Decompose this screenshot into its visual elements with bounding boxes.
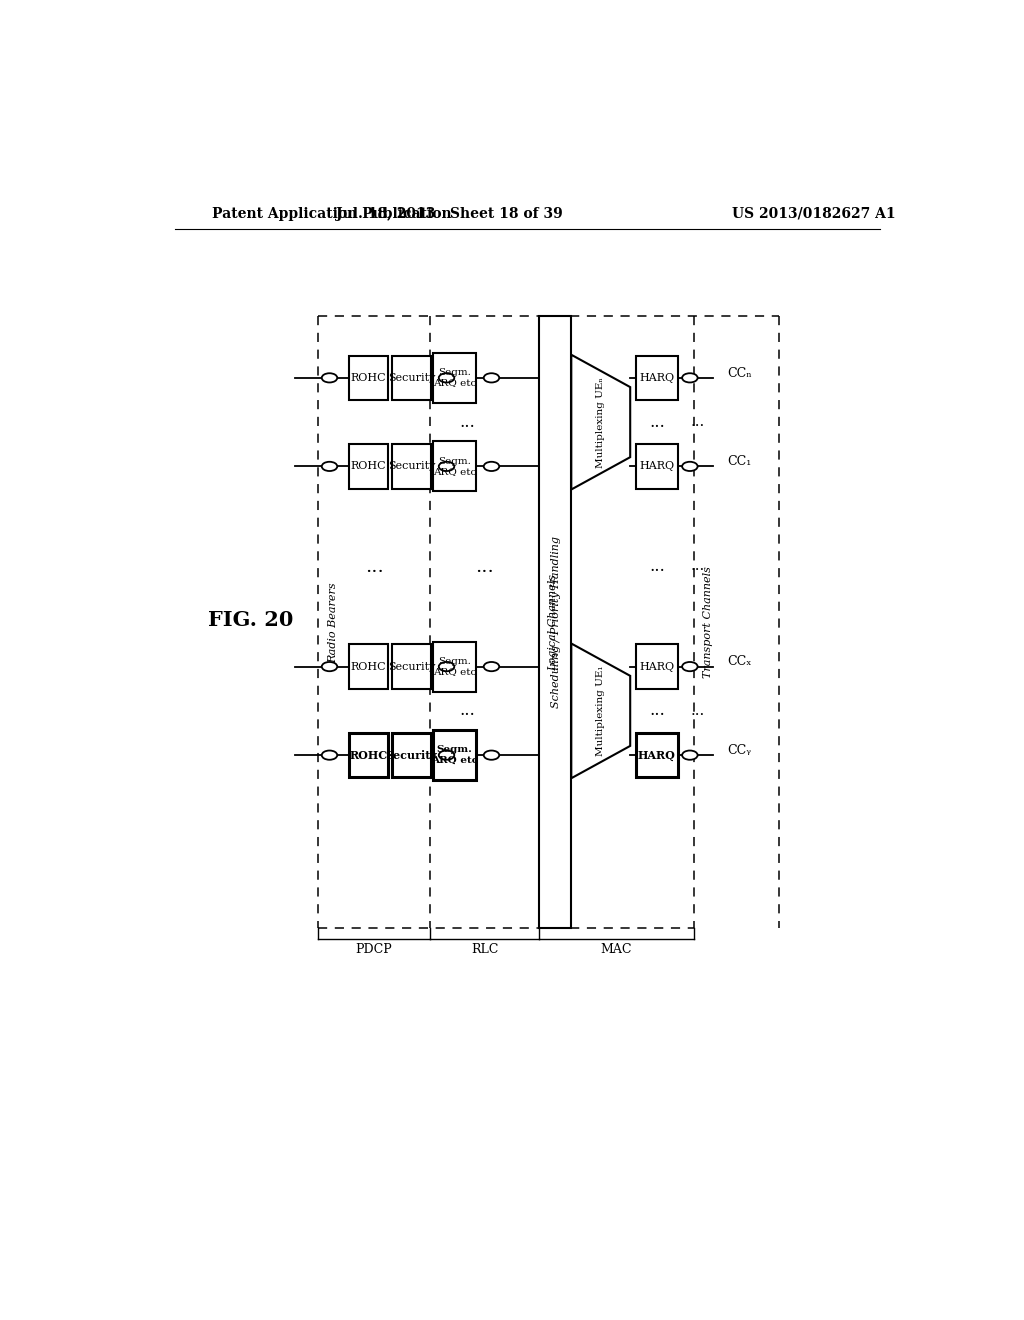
Ellipse shape [438, 374, 455, 383]
Text: Security: Security [388, 372, 435, 383]
Text: HARQ: HARQ [639, 462, 675, 471]
Text: Radio Bearers: Radio Bearers [329, 582, 338, 663]
Bar [539, 317, 571, 928]
Text: ...: ... [649, 702, 665, 719]
Text: ROHC: ROHC [350, 372, 386, 383]
Text: ...: ... [459, 702, 475, 719]
Bar [392, 355, 431, 400]
Text: Segm.
ARQ etc: Segm. ARQ etc [433, 368, 476, 388]
Bar [349, 355, 388, 400]
Text: ...: ... [459, 413, 475, 430]
Bar [349, 733, 388, 777]
Text: HARQ: HARQ [638, 750, 676, 760]
Bar [433, 642, 476, 692]
Text: Logical Channels: Logical Channels [548, 574, 558, 671]
Ellipse shape [438, 751, 455, 760]
Text: HARQ: HARQ [639, 661, 675, 672]
Text: Security: Security [386, 750, 437, 760]
Text: US 2013/0182627 A1: US 2013/0182627 A1 [732, 207, 896, 220]
Bar [392, 644, 431, 689]
Text: RLC: RLC [471, 944, 499, 957]
Bar [392, 444, 431, 488]
Ellipse shape [322, 374, 337, 383]
Text: MAC: MAC [600, 944, 632, 957]
Ellipse shape [682, 663, 697, 672]
Text: HARQ: HARQ [639, 372, 675, 383]
Text: ROHC: ROHC [349, 750, 387, 760]
Text: Security: Security [388, 462, 435, 471]
Bar [349, 444, 388, 488]
Text: CC₁: CC₁ [727, 455, 752, 469]
Text: ...: ... [365, 557, 383, 576]
Text: ...: ... [649, 558, 665, 576]
Ellipse shape [322, 462, 337, 471]
Text: CCₓ: CCₓ [727, 656, 752, 668]
Ellipse shape [322, 751, 337, 760]
Bar [433, 352, 476, 403]
Ellipse shape [682, 374, 697, 383]
Text: ...: ... [475, 557, 494, 576]
Bar [433, 441, 476, 491]
Text: ...: ... [690, 560, 705, 573]
Text: ...: ... [649, 413, 665, 430]
Ellipse shape [483, 751, 500, 760]
Ellipse shape [483, 462, 500, 471]
Text: Segm.
ARQ etc: Segm. ARQ etc [433, 457, 476, 477]
Text: Segm.
ARQ etc: Segm. ARQ etc [433, 657, 476, 676]
Bar [636, 444, 678, 488]
Bar [433, 730, 476, 780]
Text: Multiplexing UE₁: Multiplexing UE₁ [596, 665, 605, 756]
Text: PDCP: PDCP [355, 944, 392, 957]
Bar [349, 644, 388, 689]
Ellipse shape [483, 374, 500, 383]
Text: Security: Security [388, 661, 435, 672]
Text: Multiplexing UEₙ: Multiplexing UEₙ [596, 376, 605, 467]
Text: CCᵧ: CCᵧ [727, 744, 751, 758]
Ellipse shape [483, 663, 500, 672]
Text: Transport Channels: Transport Channels [702, 566, 713, 678]
Bar [636, 355, 678, 400]
Text: ...: ... [690, 704, 705, 718]
Ellipse shape [438, 663, 455, 672]
Bar [636, 733, 678, 777]
Ellipse shape [438, 462, 455, 471]
Text: ROHC: ROHC [350, 462, 386, 471]
Ellipse shape [322, 663, 337, 672]
Text: FIG. 20: FIG. 20 [208, 610, 293, 631]
Text: ...: ... [690, 414, 705, 429]
Polygon shape [571, 644, 630, 779]
Text: Jul. 18, 2013   Sheet 18 of 39: Jul. 18, 2013 Sheet 18 of 39 [336, 207, 563, 220]
Bar [636, 644, 678, 689]
Text: Patent Application Publication: Patent Application Publication [212, 207, 452, 220]
Text: Segm.
ARQ etc: Segm. ARQ etc [431, 746, 478, 764]
Polygon shape [571, 355, 630, 490]
Ellipse shape [682, 751, 697, 760]
Text: ROHC: ROHC [350, 661, 386, 672]
Bar [392, 733, 431, 777]
Text: Scheduling / Priority Handling: Scheduling / Priority Handling [551, 536, 561, 709]
Text: CCₙ: CCₙ [727, 367, 752, 380]
Ellipse shape [682, 462, 697, 471]
